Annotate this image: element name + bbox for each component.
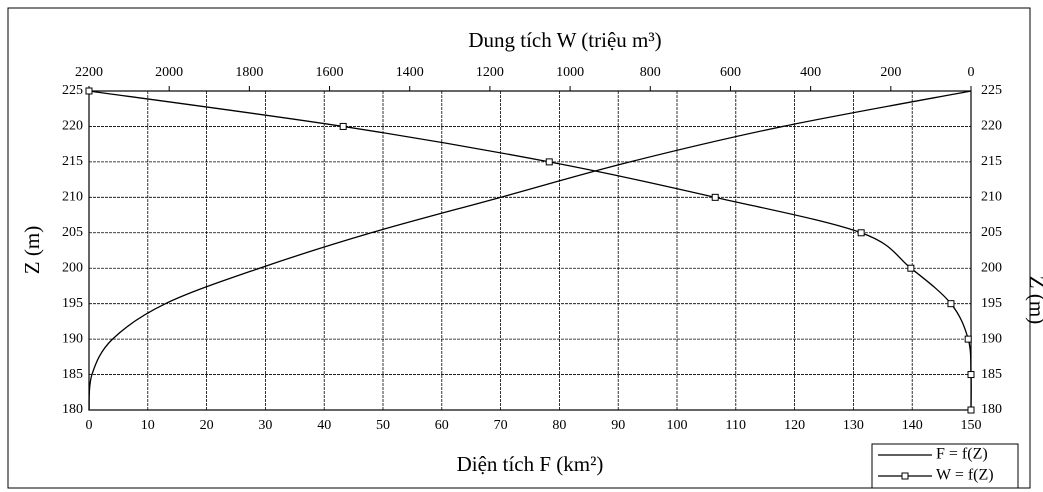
x2-tick-label: 600	[720, 65, 741, 80]
y2-tick-label: 220	[981, 119, 1002, 134]
legend-marker	[901, 472, 909, 480]
y-tick-label: 205	[62, 225, 83, 240]
y-tick-label: 195	[62, 296, 83, 311]
series-marker	[967, 371, 975, 379]
y2-tick-label: 190	[981, 331, 1002, 346]
chart-frame	[7, 7, 1031, 489]
y2-tick-label: 205	[981, 225, 1002, 240]
x-tick-label: 50	[376, 418, 390, 433]
x-tick-label: 110	[726, 418, 746, 433]
x2-tick-label: 1600	[316, 65, 344, 80]
series-line	[88, 90, 972, 411]
legend-label: W = f(Z)	[936, 467, 994, 484]
x2-tick-label: 1400	[396, 65, 424, 80]
plot-area	[88, 90, 972, 411]
x-tick-label: 90	[611, 418, 625, 433]
x-tick-label: 20	[200, 418, 214, 433]
series-marker	[545, 158, 553, 166]
x2-tick-label: 2200	[75, 65, 103, 80]
x2-tick-label: 200	[880, 65, 901, 80]
y-tick-label: 220	[62, 119, 83, 134]
series-marker	[967, 406, 975, 414]
y-tick-label: 180	[62, 402, 83, 417]
x-tick-label: 150	[961, 418, 982, 433]
x2-tick-label: 400	[800, 65, 821, 80]
series-marker	[964, 335, 972, 343]
x-tick-label: 30	[258, 418, 272, 433]
y-tick-label: 225	[62, 83, 83, 98]
y2-axis-label: Z (m)	[1025, 276, 1043, 324]
x2-tick-label: 1800	[235, 65, 263, 80]
legend-label: F = f(Z)	[936, 446, 988, 463]
y-axis-label: Z (m)	[20, 226, 44, 274]
x-tick-label: 100	[667, 418, 688, 433]
x-tick-label: 70	[494, 418, 508, 433]
y-tick-label: 185	[62, 367, 83, 382]
y2-tick-label: 200	[981, 260, 1002, 275]
y-tick-label: 190	[62, 331, 83, 346]
legend-box	[871, 443, 1019, 489]
x-tick-label: 40	[317, 418, 331, 433]
x-tick-label: 130	[843, 418, 864, 433]
x-tick-label: 120	[784, 418, 805, 433]
series-marker	[711, 193, 719, 201]
y2-tick-label: 225	[981, 83, 1002, 98]
x2-tick-label: 800	[640, 65, 661, 80]
x-tick-label: 140	[902, 418, 923, 433]
y-tick-label: 210	[62, 190, 83, 205]
x-tick-label: 0	[86, 418, 93, 433]
x-tick-label: 60	[435, 418, 449, 433]
y-tick-label: 215	[62, 154, 83, 169]
series-marker	[85, 87, 93, 95]
x2-tick-label: 1000	[556, 65, 584, 80]
y2-tick-label: 195	[981, 296, 1002, 311]
series-line	[88, 90, 972, 411]
y-tick-label: 200	[62, 260, 83, 275]
x-tick-label: 10	[141, 418, 155, 433]
y2-tick-label: 180	[981, 402, 1002, 417]
x2-tick-label: 2000	[155, 65, 183, 80]
x2-tick-label: 0	[968, 65, 975, 80]
chart-title: Dung tích W (triệu m³)	[468, 28, 661, 52]
series-marker	[907, 264, 915, 272]
x-tick-label: 80	[552, 418, 566, 433]
x2-tick-label: 1200	[476, 65, 504, 80]
x-axis-label: Diện tích F (km²)	[457, 452, 604, 476]
series-marker	[947, 300, 955, 308]
y2-tick-label: 210	[981, 190, 1002, 205]
series-marker	[339, 122, 347, 130]
y2-tick-label: 185	[981, 367, 1002, 382]
series-marker	[857, 229, 865, 237]
y2-tick-label: 215	[981, 154, 1002, 169]
